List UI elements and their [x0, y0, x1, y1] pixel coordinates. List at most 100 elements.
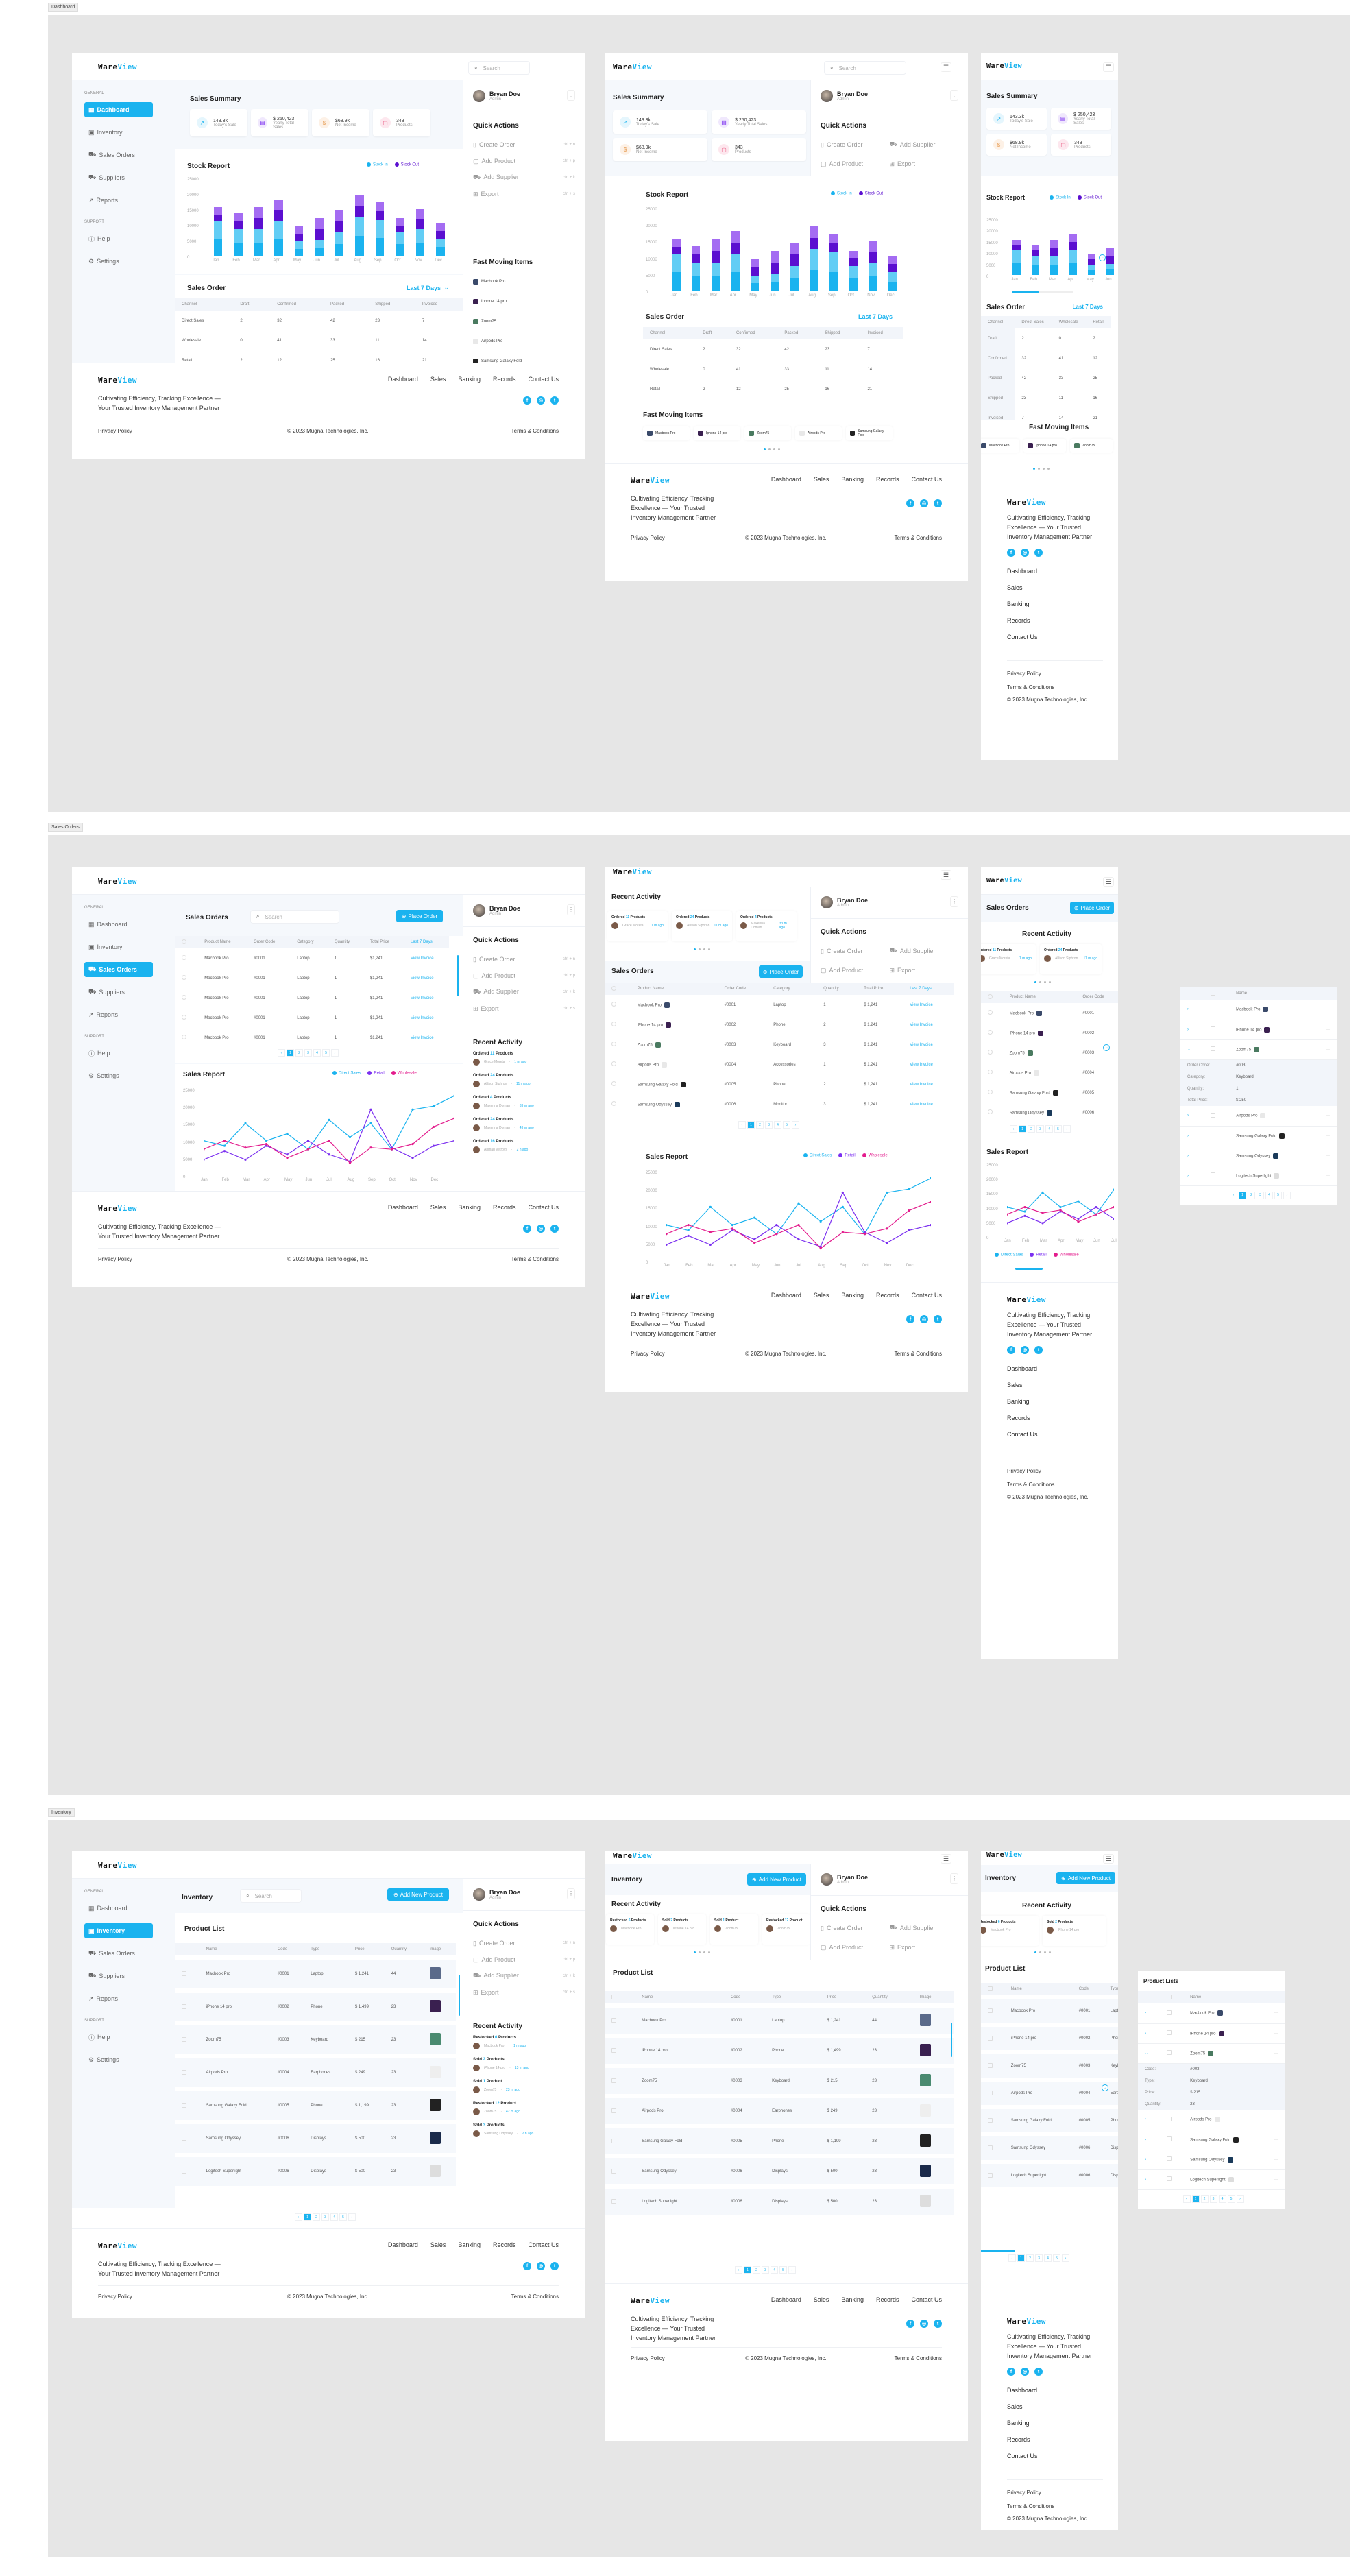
instagram-icon[interactable]: ◎: [1021, 2368, 1029, 2376]
twitter-icon[interactable]: t: [550, 1225, 559, 1233]
chevron-right-icon[interactable]: ›: [1187, 1133, 1189, 1138]
quick-action-create-order[interactable]: ▯ Create Order ctrl + n: [473, 951, 575, 967]
row-checkbox[interactable]: [981, 1999, 1004, 2023]
instagram-icon[interactable]: ◎: [920, 499, 928, 507]
page-button[interactable]: 1: [1191, 2195, 1200, 2203]
page-button[interactable]: 4: [330, 2213, 338, 2221]
row-checkbox[interactable]: [1160, 2130, 1183, 2150]
footer-link-sales[interactable]: Sales: [1007, 2403, 1023, 2410]
more-options-icon[interactable]: ···: [1274, 2137, 1278, 2142]
quick-action-export[interactable]: ⊞ Export ctrl + s: [473, 1000, 575, 1017]
footer-link-contact-us[interactable]: Contact Us: [528, 1204, 559, 1211]
table-row[interactable]: iPhone 14 pro #0002 Phone 2 $ 1,241 View Invo…: [605, 1015, 954, 1035]
legend-item[interactable]: Stock Out: [858, 191, 883, 196]
more-options-icon[interactable]: ···: [1326, 1173, 1330, 1178]
carousel-dot[interactable]: [1043, 468, 1045, 470]
table-row[interactable]: Logitech Superlight #0006 Displays $ 500 23: [605, 2189, 954, 2215]
footer-link-sales[interactable]: Sales: [813, 2296, 829, 2303]
instagram-icon[interactable]: ◎: [537, 1225, 545, 1233]
prev-page-button[interactable]: ‹: [1182, 2195, 1191, 2203]
footer-link-sales[interactable]: Sales: [813, 1292, 829, 1299]
page-button[interactable]: 4: [771, 2266, 778, 2274]
list-row[interactable]: › Samsung Galaxy Fold ···: [1180, 1126, 1337, 1146]
facebook-icon[interactable]: f: [523, 396, 531, 405]
user-menu-button[interactable]: ⋮: [950, 896, 958, 907]
quick-action-create-order[interactable]: ▯ Create Order: [821, 136, 890, 153]
table-row[interactable]: Macbook Pro #0001 Laptop $ 1,241 44: [175, 1960, 456, 1988]
quick-action-create-order[interactable]: ▯ Create Order: [821, 1920, 890, 1936]
instagram-icon[interactable]: ◎: [1021, 1346, 1029, 1354]
page-button[interactable]: 5: [1053, 2254, 1060, 2262]
row-checkbox[interactable]: [175, 1993, 199, 2021]
instagram-icon[interactable]: ◎: [1021, 549, 1029, 557]
fast-moving-item[interactable]: Iphone 14 pro: [1023, 439, 1066, 453]
more-options-icon[interactable]: ···: [1274, 2051, 1278, 2056]
chevron-right-icon[interactable]: ›: [1187, 1114, 1189, 1118]
prev-page-button[interactable]: ‹: [735, 2266, 742, 2274]
facebook-icon[interactable]: f: [523, 2262, 531, 2270]
row-checkbox[interactable]: [605, 2098, 635, 2124]
fast-moving-item[interactable]: Airpods Pro: [473, 331, 533, 351]
chevron-right-icon[interactable]: ›: [1145, 2177, 1146, 2182]
quick-action-add-supplier[interactable]: ⛟ Add Supplier ctrl + k: [473, 1968, 575, 1984]
legend-item[interactable]: Stock In: [367, 162, 388, 167]
footer-link-contact-us[interactable]: Contact Us: [911, 1292, 942, 1299]
sidebar-item-reports[interactable]: ↗ Reports: [84, 1007, 167, 1022]
row-checkbox[interactable]: [175, 1008, 197, 1028]
terms-link[interactable]: Terms & Conditions: [894, 535, 942, 541]
carousel-dot[interactable]: [1044, 1951, 1046, 1953]
footer-link-contact-us[interactable]: Contact Us: [528, 2241, 559, 2248]
footer-link-records[interactable]: Records: [492, 2241, 516, 2248]
footer-link-banking[interactable]: Banking: [1007, 601, 1030, 607]
select-all-checkbox[interactable]: [175, 1943, 199, 1955]
footer-link-records[interactable]: Records: [1007, 617, 1030, 624]
fast-moving-item[interactable]: Macbook Pro: [981, 439, 1019, 453]
privacy-policy-link[interactable]: Privacy Policy: [98, 1256, 132, 1262]
carousel-dots[interactable]: [764, 448, 780, 450]
activity-card[interactable]: Sold 1 Product Zoom75: [710, 1914, 758, 1945]
legend-item[interactable]: Direct Sales: [803, 1153, 832, 1158]
footer-link-contact-us[interactable]: Contact Us: [1007, 2453, 1038, 2459]
table-row[interactable]: Airpods Pro #0004 Earphones $ 249 23: [175, 2058, 456, 2087]
legend-item[interactable]: Direct Sales: [995, 1253, 1023, 1257]
list-row[interactable]: › Logitech Superlight ···: [1138, 2169, 1285, 2189]
carousel-dot[interactable]: [1049, 981, 1051, 983]
row-checkbox[interactable]: [175, 2025, 199, 2054]
page-button[interactable]: 1: [304, 2213, 311, 2221]
table-row[interactable]: Samsung Galaxy Fold #0005 Phone $ 1,199 23: [175, 2091, 456, 2120]
carousel-dots[interactable]: [1034, 981, 1051, 983]
activity-actor[interactable]: Zoom75: [484, 2110, 497, 2114]
footer-link-dashboard[interactable]: Dashboard: [387, 376, 418, 383]
quick-action-export[interactable]: ⊞ Export: [890, 1939, 959, 1955]
row-checkbox[interactable]: [981, 1023, 1003, 1043]
carousel-dot[interactable]: [1047, 468, 1050, 470]
table-row[interactable]: Macbook Pro #0001 Laptop 1 $ 1,241 View Invoi…: [605, 995, 954, 1015]
facebook-icon[interactable]: f: [906, 2320, 914, 2328]
carousel-dot[interactable]: [1039, 981, 1041, 983]
menu-icon[interactable]: ☰: [941, 62, 951, 72]
row-checkbox[interactable]: [981, 2082, 1004, 2105]
legend-item[interactable]: Retail: [838, 1153, 856, 1158]
twitter-icon[interactable]: t: [934, 499, 942, 507]
quick-action-add-supplier[interactable]: ⛟ Add Supplier: [890, 1920, 959, 1936]
facebook-icon[interactable]: f: [906, 1315, 914, 1323]
carousel-dot[interactable]: [699, 1951, 701, 1953]
quick-action-add-product[interactable]: ▢ Add Product: [821, 1939, 890, 1955]
view-invoice-link[interactable]: View Invoice: [404, 1008, 449, 1028]
activity-actor[interactable]: iPhone 14 pro: [484, 2066, 506, 2070]
carousel-dot[interactable]: [1034, 1951, 1036, 1953]
carousel-dot[interactable]: [778, 448, 780, 450]
footer-link-contact-us[interactable]: Contact Us: [1007, 1431, 1038, 1438]
prev-page-button[interactable]: ‹: [295, 2213, 302, 2221]
footer-link-dashboard[interactable]: Dashboard: [387, 1204, 418, 1211]
instagram-icon[interactable]: ◎: [537, 2262, 545, 2270]
row-checkbox[interactable]: [605, 2008, 635, 2034]
privacy-policy-link[interactable]: Privacy Policy: [98, 428, 132, 434]
scroll-right-icon[interactable]: →: [1102, 2084, 1108, 2091]
page-button[interactable]: 3: [762, 2266, 769, 2274]
quick-action-add-product[interactable]: ▢ Add Product: [821, 962, 890, 978]
footer-link-contact-us[interactable]: Contact Us: [528, 376, 559, 383]
